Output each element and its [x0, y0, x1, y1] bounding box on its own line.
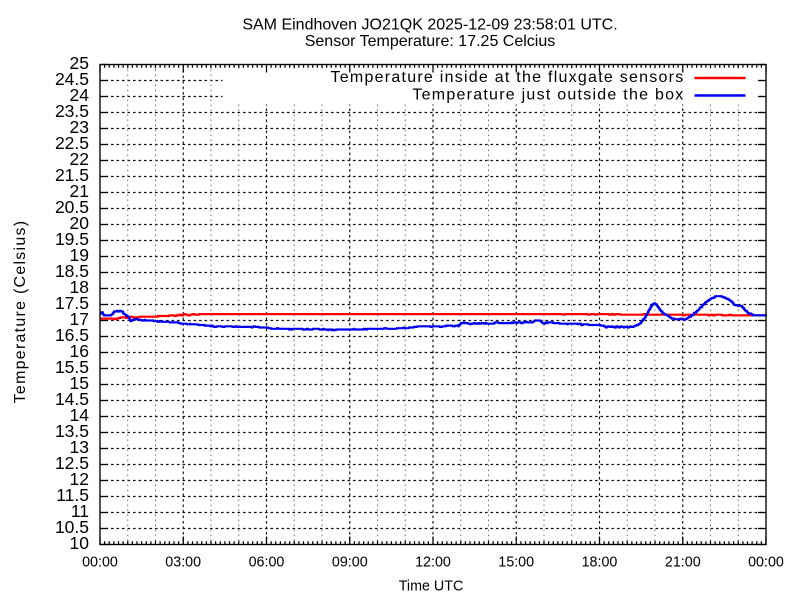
- svg-text:14.5: 14.5: [55, 389, 89, 409]
- svg-text:17.5: 17.5: [55, 293, 89, 313]
- svg-text:24: 24: [70, 85, 90, 105]
- svg-text:23: 23: [70, 117, 89, 137]
- svg-text:19: 19: [70, 245, 89, 265]
- svg-text:20: 20: [70, 213, 90, 233]
- svg-text:SAM Eindhoven JO21QK 2025-12-0: SAM Eindhoven JO21QK 2025-12-09 23:58:01…: [242, 16, 617, 33]
- svg-text:24.5: 24.5: [55, 69, 89, 89]
- svg-text:16.5: 16.5: [55, 325, 89, 345]
- svg-text:18.5: 18.5: [55, 261, 89, 281]
- svg-text:11: 11: [71, 501, 89, 521]
- svg-text:17: 17: [70, 309, 89, 329]
- svg-text:16: 16: [70, 341, 89, 361]
- svg-text:12.5: 12.5: [55, 453, 89, 473]
- svg-text:18:00: 18:00: [582, 554, 618, 570]
- svg-text:13.5: 13.5: [55, 421, 89, 441]
- svg-text:15:00: 15:00: [498, 554, 534, 570]
- svg-text:23.5: 23.5: [55, 101, 89, 121]
- svg-text:09:00: 09:00: [332, 554, 368, 570]
- svg-text:03:00: 03:00: [165, 554, 201, 570]
- svg-text:00:00: 00:00: [748, 554, 784, 570]
- svg-text:Temperature just outside the b: Temperature just outside the box: [412, 87, 684, 104]
- svg-text:21: 21: [70, 181, 89, 201]
- svg-text:21:00: 21:00: [665, 554, 701, 570]
- svg-text:15: 15: [70, 373, 89, 393]
- svg-text:10.5: 10.5: [55, 517, 89, 537]
- svg-text:22: 22: [70, 149, 89, 169]
- svg-text:12: 12: [70, 469, 89, 489]
- svg-text:15.5: 15.5: [55, 357, 89, 377]
- svg-text:00:00: 00:00: [82, 554, 118, 570]
- svg-text:19.5: 19.5: [55, 229, 89, 249]
- svg-text:21.5: 21.5: [55, 165, 89, 185]
- svg-text:18: 18: [70, 277, 89, 297]
- svg-text:Temperature (Celsius): Temperature (Celsius): [12, 220, 29, 404]
- svg-text:22.5: 22.5: [55, 133, 89, 153]
- svg-text:10: 10: [70, 533, 90, 553]
- svg-text:14: 14: [70, 405, 90, 425]
- svg-text:20.5: 20.5: [55, 197, 89, 217]
- svg-text:13: 13: [70, 437, 89, 457]
- svg-text:11.5: 11.5: [56, 485, 89, 505]
- svg-text:12:00: 12:00: [415, 554, 451, 570]
- svg-text:Time UTC: Time UTC: [399, 579, 464, 595]
- svg-text:Temperature inside at the flux: Temperature inside at the fluxgate senso…: [331, 69, 685, 86]
- svg-text:25: 25: [70, 53, 89, 73]
- svg-text:06:00: 06:00: [249, 554, 285, 570]
- svg-text:Sensor Temperature: 17.25 Celc: Sensor Temperature: 17.25 Celcius: [305, 33, 556, 50]
